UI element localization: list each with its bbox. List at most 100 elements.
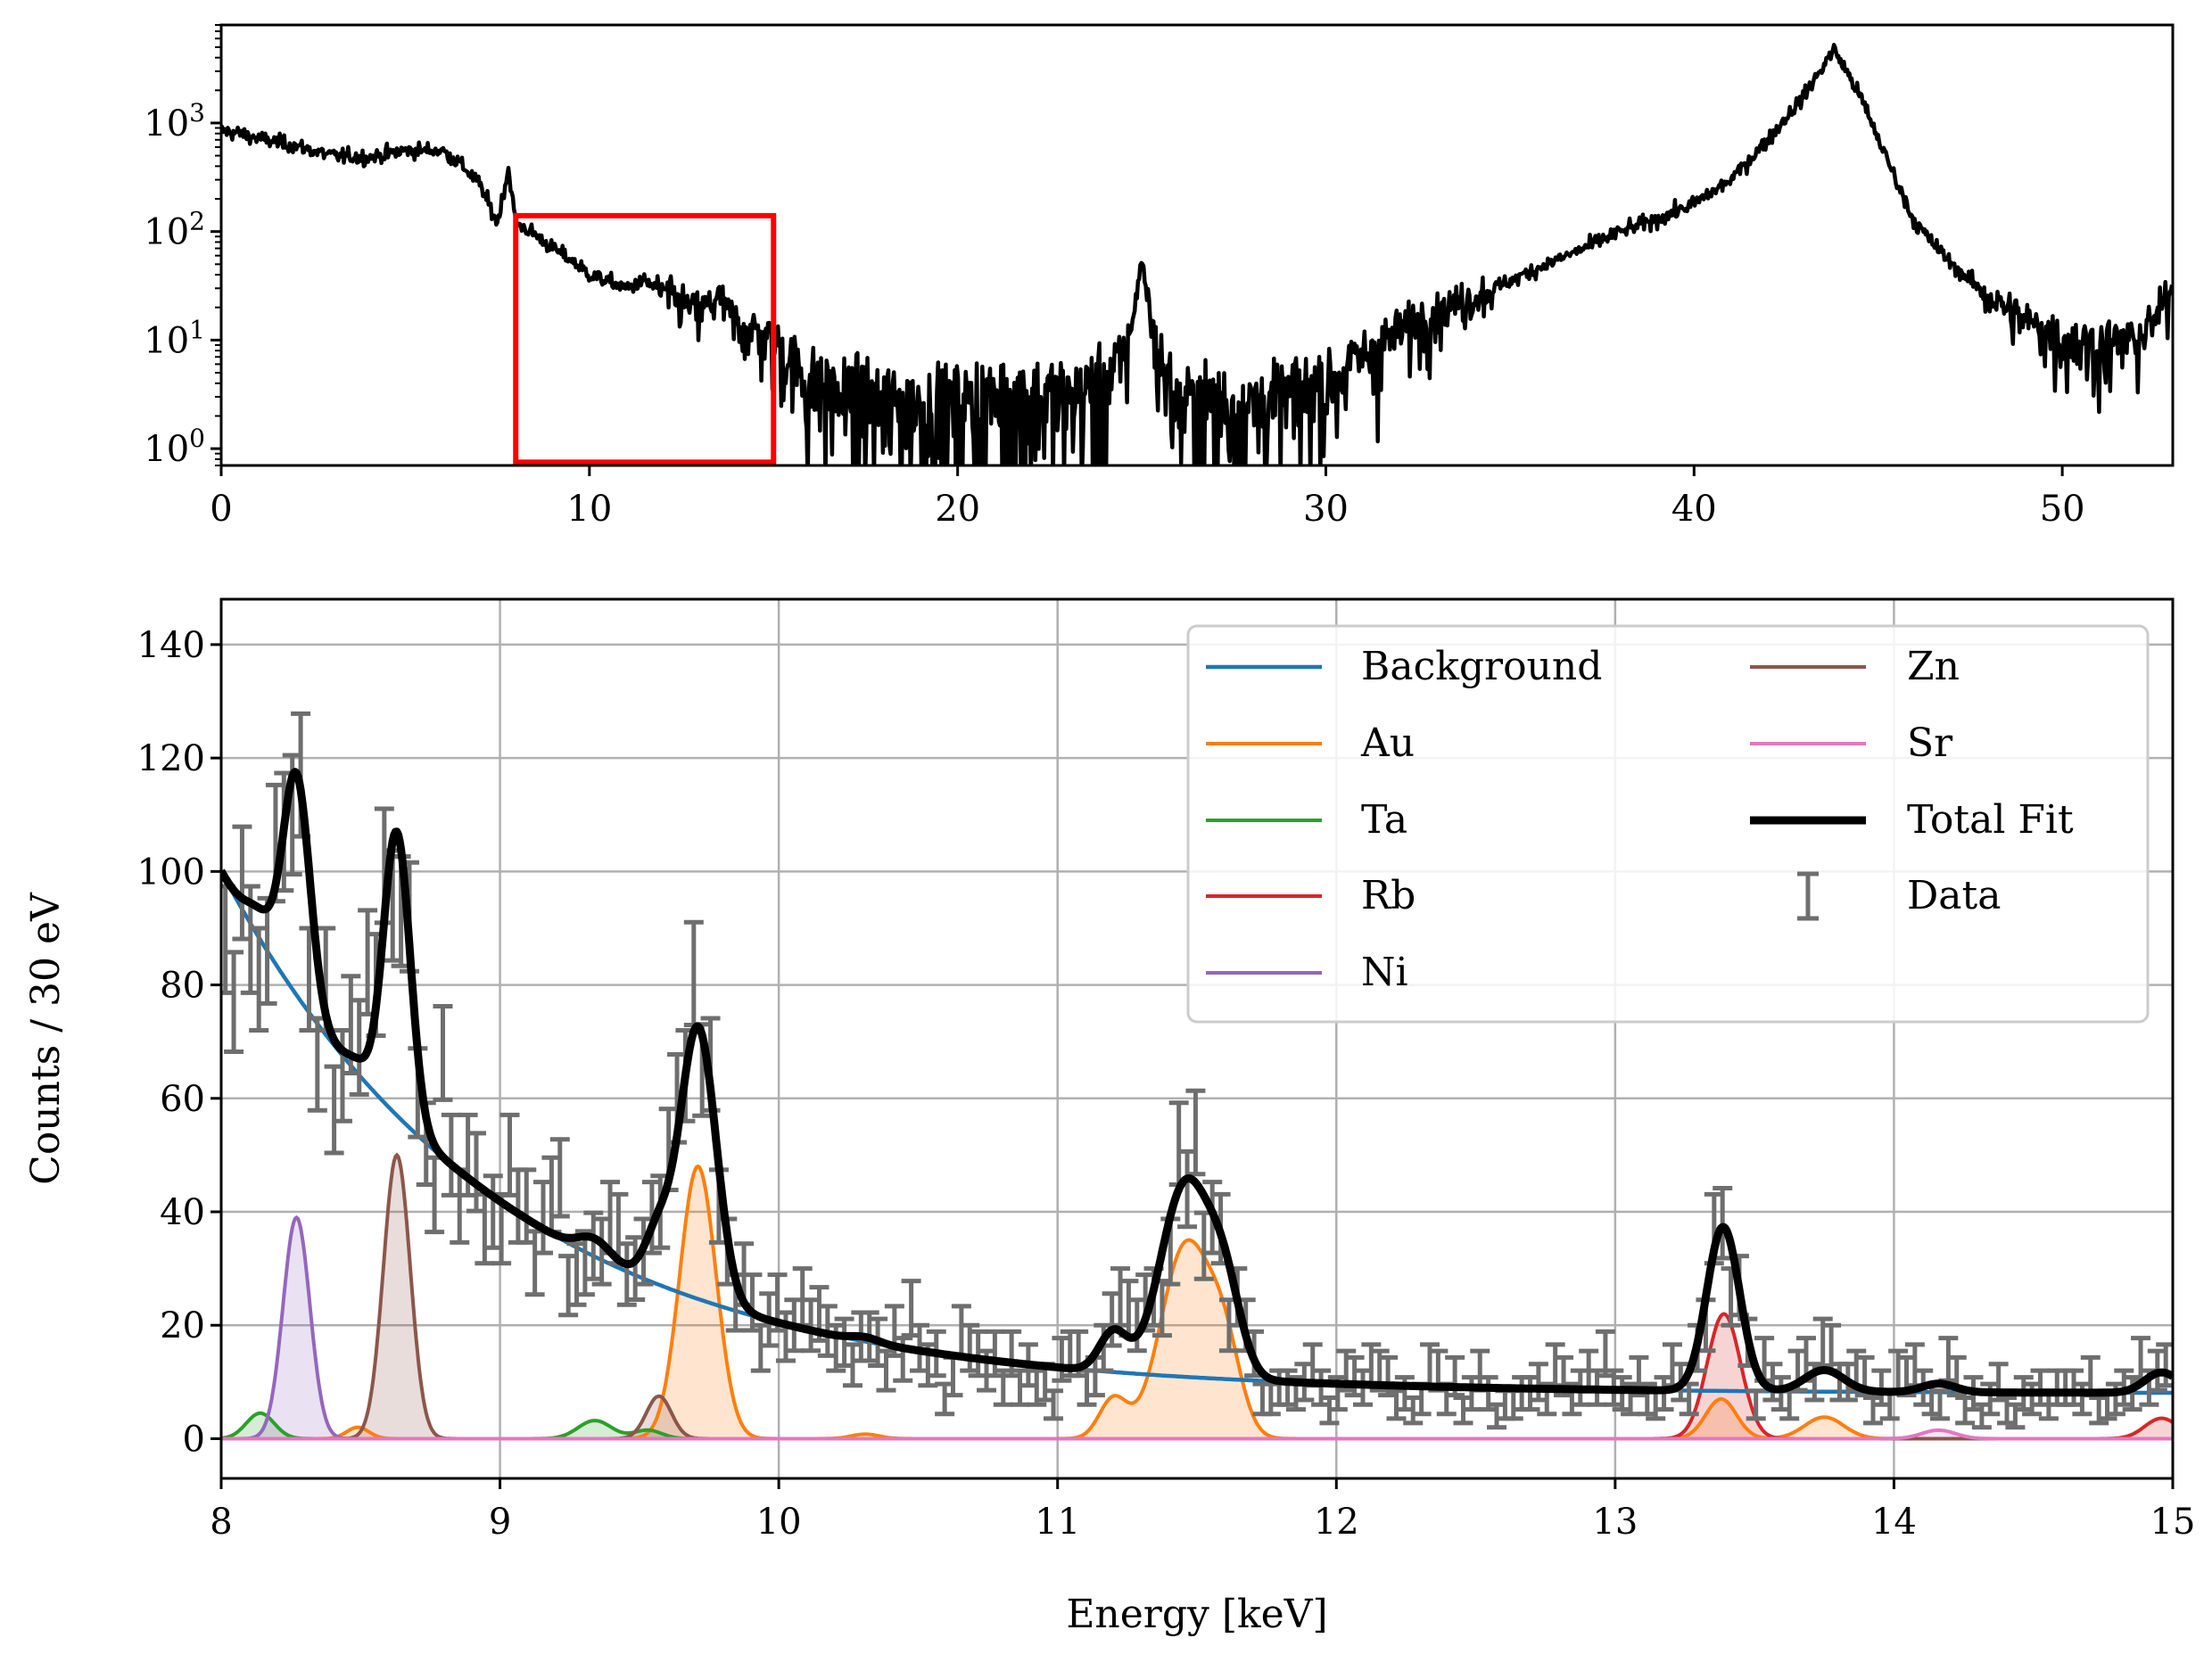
overview-y-tick-exponent: 1 [189,315,205,344]
component-lines [221,1152,2173,1441]
legend-label-au: Au [1360,720,1415,766]
zoom-x-tick: 13 [1592,1478,1638,1543]
overview-x-tick-label: 30 [1303,489,1349,530]
legend-entry-background: Background [1206,644,1602,689]
zoom-x-tick: 9 [489,1478,511,1543]
overview-y-tick-exponent: 2 [189,207,205,236]
overview-x-tick-label: 20 [935,489,980,530]
zoom-y-tick-label: 80 [160,966,205,1007]
overview-y-ticks: 100 101 102 103 [144,98,221,470]
legend-label-ta: Ta [1361,797,1407,843]
overview-panel: 0 10 20 30 40 50 100 101 102 103 [144,23,2175,530]
zoom-y-tick: 100 [137,852,221,893]
overview-x-tick: 0 [210,465,233,530]
data-point [1185,1088,1206,1177]
zoom-axes-frame [219,597,2175,1480]
legend-frame [1186,624,2150,1024]
overview-x-tick: 30 [1303,465,1349,530]
zoom-x-tick-label: 9 [489,1502,511,1543]
zoom-y-tick: 140 [137,625,221,666]
overview-x-tick: 20 [935,465,980,530]
zoom-y-tick: 40 [160,1192,221,1233]
legend-entry-total-fit: Total Fit [1750,797,2074,843]
overview-y-tick: 102 [144,207,221,253]
overview-plot-area [221,43,2173,465]
total-fit-line [221,768,2173,1397]
overview-x-tick-label: 40 [1671,489,1717,530]
zoom-x-tick-label: 14 [1871,1502,1917,1543]
overview-y-tick-exponent: 0 [189,424,205,453]
data-point [1044,1388,1064,1421]
overview-y-tick-base: 10 [144,429,189,470]
overview-y-tick-label: 103 [144,98,205,144]
overview-x-ticks: 0 10 20 30 40 50 [210,465,2085,530]
zoom-y-tick: 20 [160,1305,221,1346]
component-fill-au [221,1166,2173,1439]
zoom-plot-area [221,711,2173,1441]
legend-entry-sr: Sr [1750,720,1953,766]
overview-y-tick-label: 102 [144,207,205,253]
legend: Background Au Ta Rb Ni Zn Sr Total Fit D… [1186,624,2150,1024]
zoom-x-tick-label: 10 [756,1502,802,1543]
zoom-x-tick-label: 12 [1314,1502,1359,1543]
zoom-y-ticks: 0 20 40 60 80 100 120 140 [137,625,221,1460]
legend-label-rb: Rb [1361,873,1416,918]
legend-label-ni: Ni [1361,950,1408,995]
overview-x-tick: 50 [2040,465,2085,530]
zoom-y-tick: 60 [160,1079,221,1120]
overview-x-tick: 10 [566,465,612,530]
zoom-y-tick-label: 0 [183,1419,205,1460]
zoom-panel: 8 9 10 11 12 13 14 15 0 20 40 60 80 100 … [23,597,2195,1637]
component-line-sr [221,1428,2173,1441]
overview-y-tick-base: 10 [144,103,189,144]
legend-entry-data: Data [1797,871,2001,921]
zoom-x-tick: 14 [1871,1478,1917,1543]
legend-entry-zn: Zn [1750,644,1960,689]
overview-y-tick: 100 [144,424,221,470]
overview-y-tick-label: 101 [144,315,205,361]
overview-y-tick-base: 10 [144,212,189,253]
legend-entry-ni: Ni [1206,950,1408,995]
zoom-y-tick: 80 [160,966,221,1007]
zoom-x-tick-label: 13 [1592,1502,1638,1543]
legend-label-zn: Zn [1907,644,1960,689]
data-point [224,950,244,1054]
legend-label-total-fit: Total Fit [1907,797,2074,843]
legend-entry-au: Au [1206,720,1415,766]
legend-label-sr: Sr [1907,720,1953,766]
legend-label-data: Data [1907,873,2001,918]
data-point [433,1003,453,1102]
zoom-x-tick: 11 [1035,1478,1080,1543]
zoom-y-axis-label: Counts / 30 eV [23,892,69,1185]
overview-y-tick-base: 10 [144,320,189,361]
data-point [1930,1388,1951,1421]
legend-entry-ta: Ta [1206,797,1407,843]
zoom-x-tick-label: 11 [1035,1502,1080,1543]
overview-x-tick-label: 50 [2040,489,2085,530]
legend-entry-rb: Rb [1206,873,1416,918]
zoom-y-tick-label: 140 [137,625,205,666]
overview-x-tick-label: 10 [566,489,612,530]
overview-y-tick: 101 [144,315,221,361]
zoom-y-tick: 0 [183,1419,221,1460]
zoom-x-tick: 8 [210,1478,233,1543]
component-fills [221,1155,2173,1439]
zoom-y-tick: 120 [137,738,221,779]
overview-x-tick-label: 0 [210,489,232,530]
overview-y-tick-exponent: 3 [189,98,205,128]
zoom-y-tick-label: 100 [137,852,205,893]
zoom-x-tick-label: 15 [2150,1502,2196,1543]
component-fill-zn [221,1155,2173,1439]
zoom-y-tick-label: 120 [137,738,205,779]
zoom-region-rectangle [513,212,777,465]
data-point [549,1137,570,1219]
zoom-x-ticks: 8 9 10 11 12 13 14 15 [210,1478,2195,1543]
legend-label-background: Background [1361,644,1602,689]
zoom-x-tick: 15 [2150,1478,2196,1543]
overview-y-tick-label: 100 [144,424,205,470]
zoom-y-tick-label: 60 [160,1079,205,1120]
zoom-x-axis-label: Energy [keV] [1066,1592,1327,1637]
zoom-x-tick: 12 [1314,1478,1359,1543]
